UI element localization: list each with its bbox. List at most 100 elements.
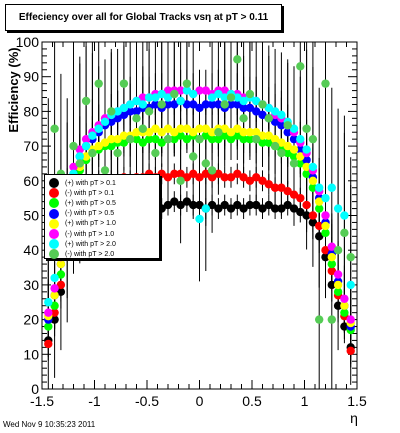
- data-point: [126, 100, 135, 109]
- data-point: [333, 301, 343, 310]
- data-point: [214, 134, 223, 144]
- data-point: [315, 221, 324, 231]
- data-point: [289, 152, 299, 161]
- data-point: [258, 138, 267, 147]
- data-point: [195, 124, 204, 133]
- data-point: [226, 173, 236, 182]
- data-point: [327, 259, 336, 269]
- data-point: [340, 211, 349, 220]
- data-point: [239, 134, 248, 144]
- data-point: [189, 89, 198, 99]
- data-point: [327, 242, 336, 251]
- data-point: [252, 96, 261, 106]
- data-point: [233, 55, 242, 64]
- data-point: [340, 228, 349, 238]
- data-point: [189, 200, 198, 210]
- legend-entry: (-) with pT > 1.0: [49, 229, 114, 239]
- legend: (+) with pT > 0.1 (-) with pT > 0.1 (+) wi…: [44, 174, 160, 260]
- data-point: [94, 79, 103, 88]
- data-point: [220, 200, 229, 210]
- legend-entry: (-) with pT > 0.5: [49, 208, 115, 219]
- data-point: [315, 232, 324, 241]
- data-point: [277, 183, 286, 192]
- data-point: [132, 114, 141, 123]
- data-point: [50, 308, 59, 317]
- data-point: [283, 200, 292, 210]
- data-point: [321, 211, 330, 220]
- data-point: [302, 145, 311, 154]
- data-point: [176, 96, 185, 106]
- data-point: [245, 89, 255, 99]
- data-point: [296, 62, 305, 71]
- data-point: [189, 169, 198, 179]
- data-point: [69, 162, 78, 172]
- data-point: [151, 134, 160, 144]
- data-point: [327, 280, 336, 290]
- data-point: [340, 294, 349, 303]
- data-point: [245, 128, 255, 137]
- data-point: [346, 346, 355, 356]
- data-point: [296, 159, 305, 168]
- data-point: [201, 204, 210, 213]
- data-point: [163, 93, 173, 102]
- data-point: [207, 93, 217, 102]
- data-point: [214, 204, 223, 213]
- data-point: [277, 148, 286, 158]
- legend-label: (-) with pT > 2.0: [65, 250, 115, 258]
- data-point: [182, 79, 192, 88]
- data-point: [44, 298, 53, 307]
- data-point: [195, 86, 204, 95]
- data-point: [119, 79, 129, 88]
- data-point: [113, 107, 122, 116]
- data-point: [308, 134, 318, 144]
- data-point: [252, 200, 261, 210]
- data-point: [264, 131, 273, 140]
- data-point: [75, 145, 85, 154]
- data-point: [296, 207, 305, 217]
- data-point: [214, 100, 223, 109]
- data-point: [132, 134, 141, 144]
- x-axis-label: η: [350, 410, 358, 426]
- data-point: [107, 107, 116, 116]
- data-point: [264, 114, 273, 123]
- data-point: [283, 121, 292, 130]
- data-point: [340, 308, 349, 317]
- data-point: [340, 322, 349, 331]
- data-point: [75, 152, 85, 161]
- legend-label: (-) with pT > 0.5: [65, 210, 115, 218]
- legend-marker: [49, 208, 59, 219]
- data-point: [226, 93, 236, 102]
- data-point: [289, 124, 299, 133]
- data-point: [176, 124, 185, 133]
- data-point: [226, 134, 236, 144]
- data-point: [245, 134, 255, 144]
- data-point: [321, 228, 330, 238]
- data-point: [81, 134, 91, 144]
- data-point: [226, 128, 236, 137]
- data-point: [157, 138, 166, 147]
- data-point: [346, 252, 355, 262]
- data-point: [283, 141, 292, 151]
- data-point: [157, 128, 166, 137]
- data-point: [333, 246, 343, 255]
- data-point: [138, 93, 147, 102]
- data-point: [321, 193, 330, 203]
- legend-entry: (-) with pT > 2.0: [49, 249, 115, 260]
- data-point: [308, 176, 318, 185]
- data-point: [333, 287, 343, 297]
- data-point: [258, 204, 267, 213]
- data-point: [245, 200, 255, 210]
- data-point: [100, 138, 110, 147]
- data-point: [333, 270, 343, 279]
- data-point: [277, 204, 286, 213]
- data-point: [277, 121, 286, 130]
- data-point: [321, 246, 330, 255]
- data-point: [264, 180, 273, 189]
- data-point: [163, 100, 173, 109]
- data-point: [100, 117, 110, 127]
- data-point: [144, 134, 154, 144]
- data-point: [88, 131, 97, 140]
- data-point: [151, 148, 160, 158]
- data-point: [201, 159, 210, 168]
- data-point: [157, 89, 166, 99]
